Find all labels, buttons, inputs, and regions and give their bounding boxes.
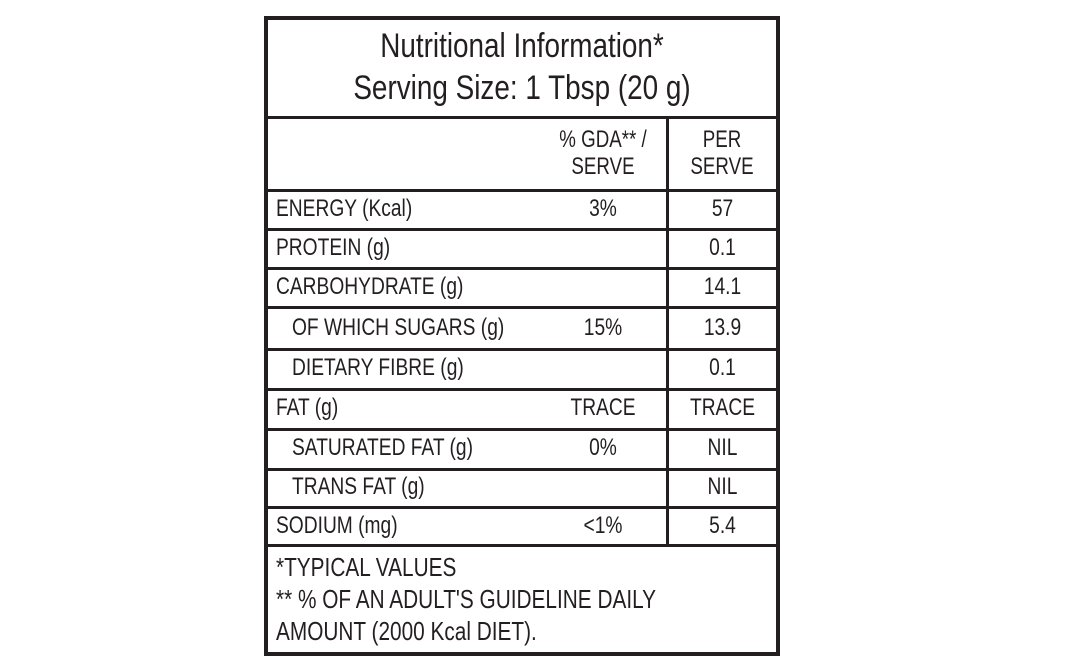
per-serve-dietary-fibre: 0.1 (709, 354, 736, 381)
row-divider (268, 306, 776, 309)
row-divider (268, 388, 776, 391)
nutrient-carbohydrate: CARBOHYDRATE (g) (276, 273, 464, 300)
label-header: Nutritional Information* Serving Size: 1… (268, 20, 776, 119)
nutrient-trans-fat: TRANS FAT (g) (292, 473, 425, 500)
per-serve-fat: TRACE (689, 394, 756, 421)
nutrient-saturated-fat: SATURATED FAT (g) (292, 434, 473, 461)
per-serve-carbohydrate: 14.1 (703, 273, 742, 300)
row-divider (268, 189, 776, 192)
footnote-gda-definition: ** % OF AN ADULT'S GUIDELINE DAILY (276, 584, 657, 614)
row-divider (268, 348, 776, 351)
row-divider (268, 228, 776, 231)
nutrient-dietary-fibre: DIETARY FIBRE (g) (292, 354, 464, 381)
gda-saturated-fat: 0% (589, 434, 617, 461)
row-divider (268, 544, 776, 547)
gda-column-header: % GDA** / SERVE (559, 126, 647, 180)
nutrient-sodium: SODIUM (mg) (276, 512, 398, 539)
nutrient-protein: PROTEIN (g) (276, 234, 391, 261)
per-serve-sugars: 13.9 (703, 314, 742, 341)
nutrient-sugars: OF WHICH SUGARS (g) (292, 314, 505, 341)
per-serve-column-header: PER SERVE (690, 126, 754, 180)
per-serve-sodium: 5.4 (709, 512, 736, 539)
row-divider (268, 468, 776, 471)
row-divider (268, 506, 776, 509)
gda-energy: 3% (589, 195, 617, 222)
per-serve-trans-fat: NIL (707, 473, 738, 500)
per-serve-energy: 57 (711, 195, 734, 222)
row-divider (268, 428, 776, 431)
gda-sugars: 15% (583, 314, 623, 341)
column-divider (666, 116, 669, 544)
footnote-gda-amount: AMOUNT (2000 Kcal DIET). (276, 616, 537, 646)
row-divider (268, 267, 776, 270)
gda-sodium: <1% (583, 512, 623, 539)
nutrition-label: Nutritional Information* Serving Size: 1… (264, 16, 780, 656)
per-serve-protein: 0.1 (709, 234, 736, 261)
nutrient-energy: ENERGY (Kcal) (276, 195, 413, 222)
per-serve-saturated-fat: NIL (707, 434, 738, 461)
serving-size: Serving Size: 1 Tbsp (20 g) (353, 69, 691, 107)
gda-fat: TRACE (570, 394, 636, 421)
footnote-typical-values: *TYPICAL VALUES (276, 552, 457, 582)
label-title: Nutritional Information* (380, 27, 664, 65)
nutrient-fat: FAT (g) (276, 394, 339, 421)
